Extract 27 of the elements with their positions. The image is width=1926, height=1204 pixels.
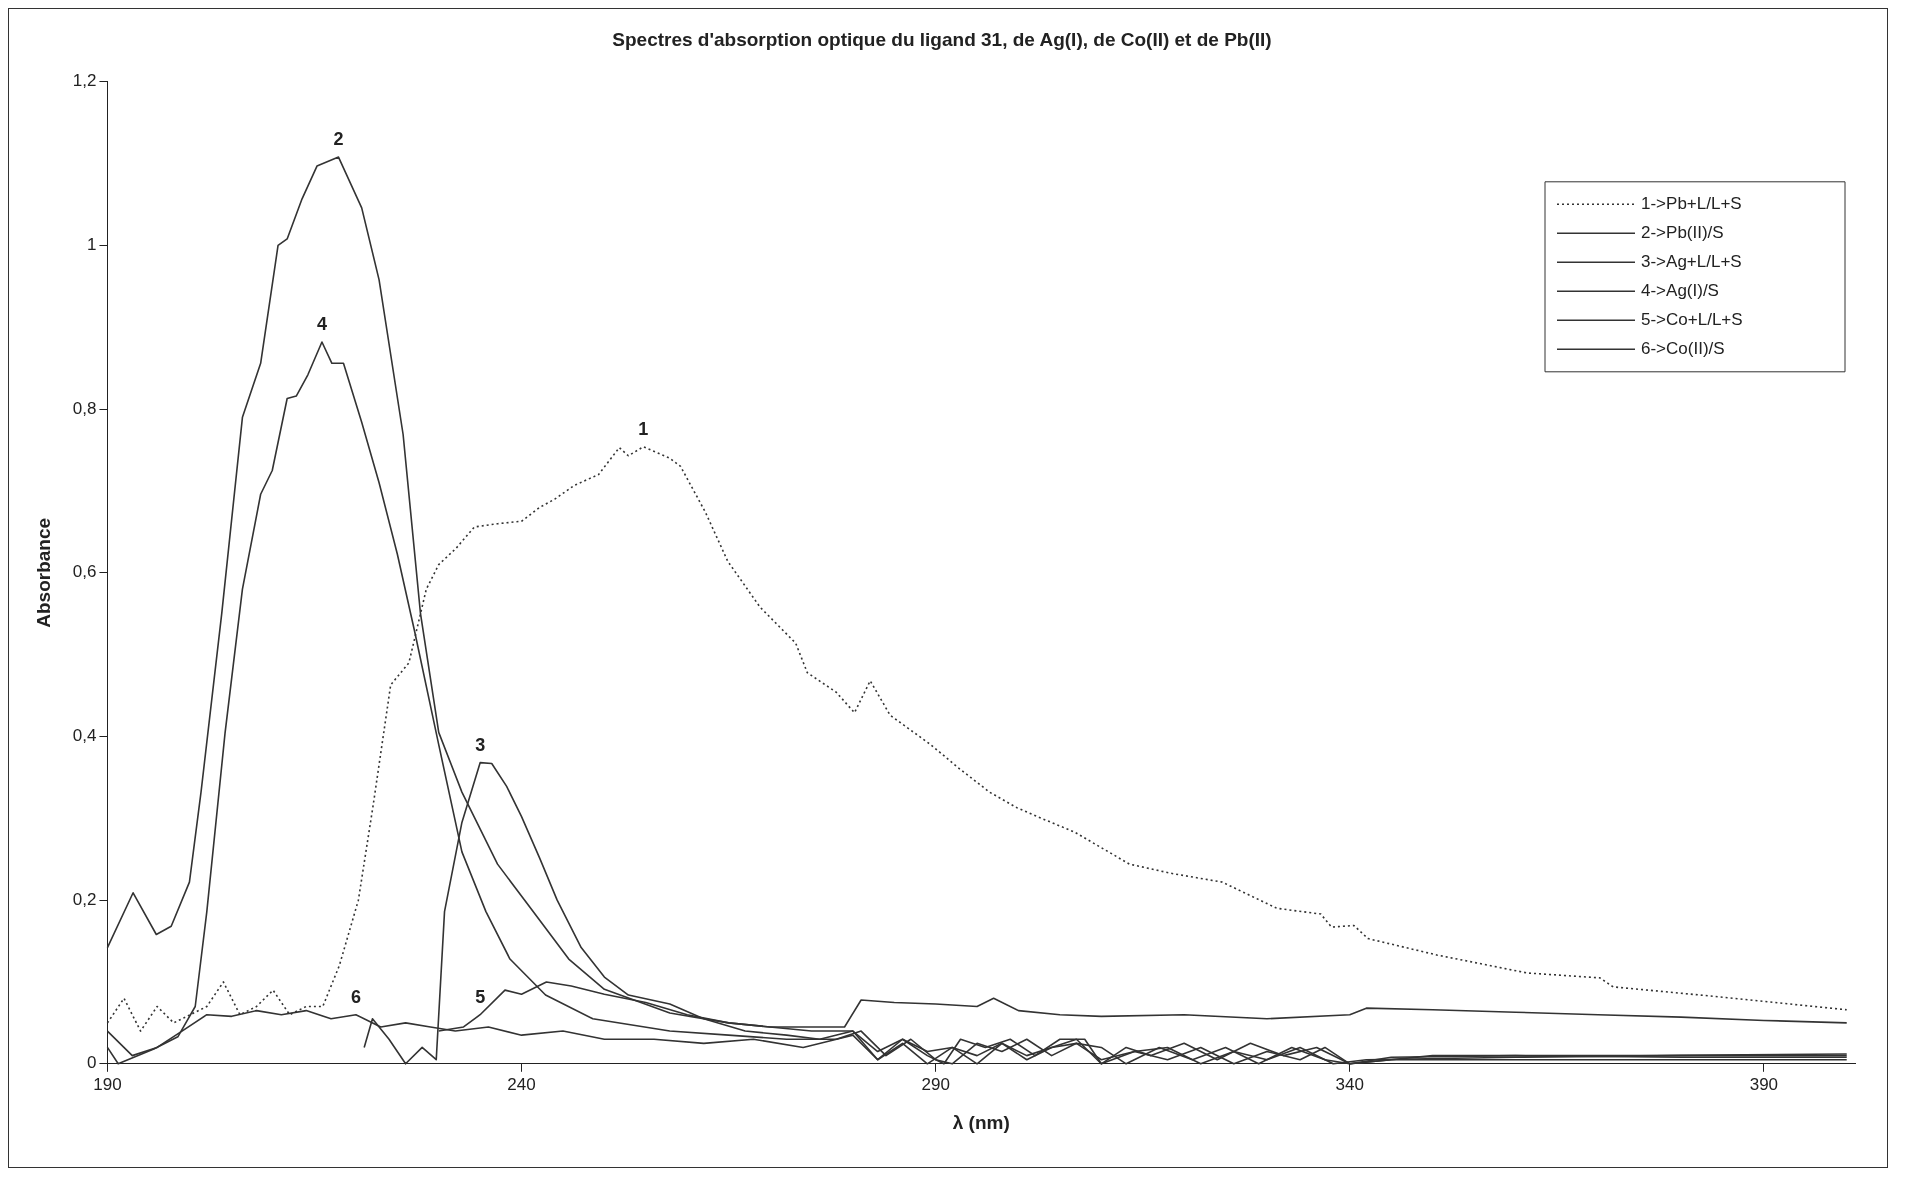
- annotation: 4: [316, 314, 327, 334]
- annotation: 6: [350, 986, 361, 1007]
- y-tick-label: 1,2: [72, 71, 97, 91]
- y-tick-label: 0,6: [72, 562, 97, 582]
- annotation: 5: [475, 986, 486, 1007]
- legend-label: 6->Co(II)/S: [1641, 338, 1725, 358]
- x-tick-label: 190: [93, 1074, 122, 1094]
- legend-label: 2->Pb(II)/S: [1641, 222, 1724, 242]
- x-axis-title: λ (nm): [952, 1111, 1010, 1133]
- y-tick-label: 0,4: [72, 726, 97, 746]
- x-tick-label: 240: [507, 1074, 536, 1094]
- y-tick-label: 1: [86, 235, 97, 255]
- legend-label: 4->Ag(I)/S: [1641, 280, 1719, 300]
- annotation: 3: [475, 734, 486, 755]
- y-tick-label: 0: [86, 1053, 97, 1073]
- x-tick-label: 390: [1749, 1074, 1779, 1094]
- legend-label: 5->Co+L/L+S: [1641, 309, 1743, 329]
- annotation: 2: [333, 129, 344, 150]
- y-tick-label: 0,8: [72, 398, 97, 418]
- x-tick-label: 290: [921, 1074, 950, 1094]
- y-axis-title: Absorbance: [32, 517, 54, 628]
- legend-label: 3->Ag+L/L+S: [1641, 251, 1742, 271]
- chart-title: Spectres d'absorption optique du ligand 31, de Ag(I), de Co(II) et de Pb(II): [612, 28, 1272, 50]
- x-tick-label: 340: [1335, 1074, 1364, 1094]
- legend-label: 1->Pb+L/L+S: [1641, 193, 1742, 213]
- annotation: 1: [638, 418, 649, 439]
- y-tick-label: 0,2: [72, 889, 97, 909]
